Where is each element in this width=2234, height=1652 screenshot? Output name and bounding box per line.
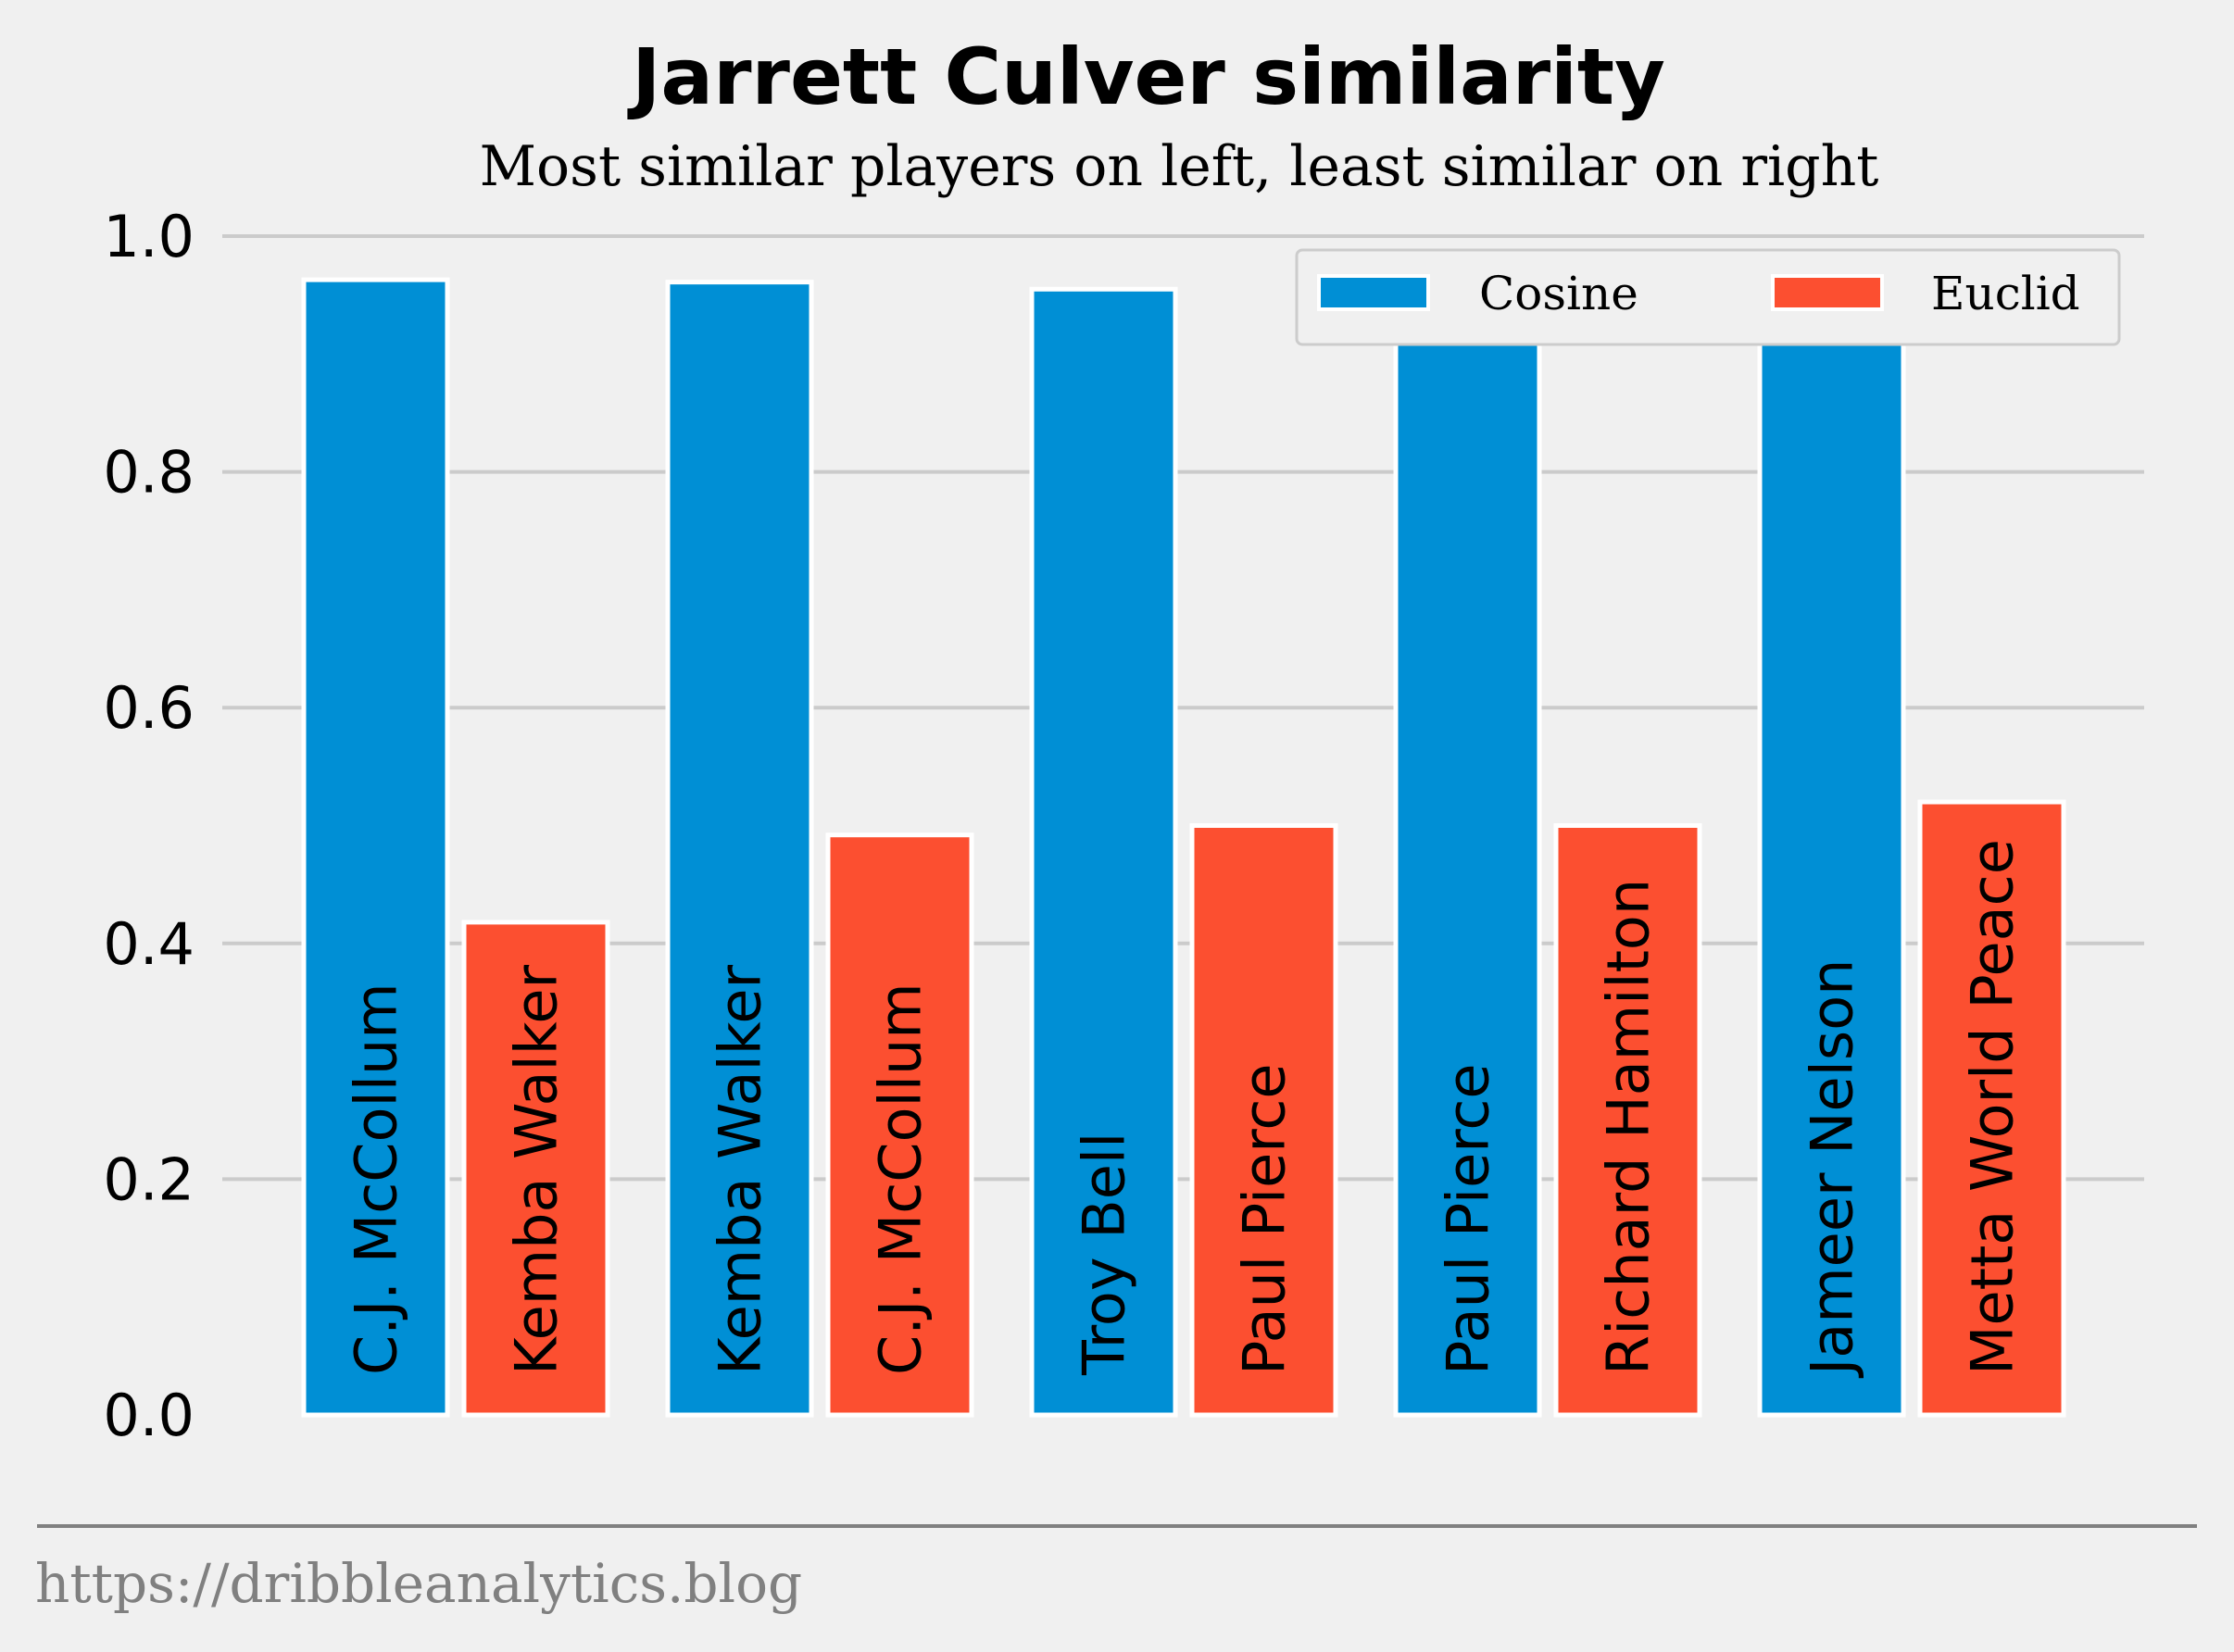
bar-label: C.J. McCollum <box>343 982 410 1375</box>
chart-title: Jarrett Culver similarity <box>627 31 1665 122</box>
bar-label: Richard Hamilton <box>1595 879 1663 1375</box>
bar-label: Paul Pierce <box>1435 1063 1502 1375</box>
bar-label: Paul Pierce <box>1231 1063 1299 1375</box>
y-tick-label: 1.0 <box>103 203 195 270</box>
legend-swatch-cosine <box>1317 274 1430 311</box>
bar-euclid-3 <box>1189 823 1338 1418</box>
bar-cosine-1 <box>301 277 450 1418</box>
bar-euclid-5 <box>1917 799 2066 1418</box>
bar-euclid-1 <box>461 920 610 1418</box>
bar-labels: C.J. McCollum Kemba Walker Troy Bell Paul P… <box>343 839 2027 1379</box>
bar-label: C.J. McCollum <box>867 982 935 1375</box>
legend-box <box>1295 248 2121 346</box>
legend-label-cosine: Cosine <box>1479 267 1638 320</box>
y-tick-label: 0.6 <box>103 674 195 742</box>
chart-subtitle: Most similar players on left, least simi… <box>480 134 1879 199</box>
bars <box>301 277 2066 1418</box>
legend-label-euclid: Euclid <box>1931 267 2080 320</box>
bar-label: Jameer Nelson <box>1799 959 1866 1379</box>
bar-label: Metta World Peace <box>1959 839 2027 1375</box>
bar-label: Kemba Walker <box>707 964 774 1375</box>
y-tick-label: 0.0 <box>103 1382 195 1449</box>
y-tick-label: 0.4 <box>103 910 195 978</box>
bar-label: Kemba Walker <box>503 964 571 1375</box>
bar-cosine-3 <box>1029 286 1178 1418</box>
bar-label: Troy Bell <box>1071 1133 1138 1376</box>
bar-euclid-2 <box>825 832 974 1418</box>
y-tick-label: 0.8 <box>103 439 195 507</box>
bar-cosine-2 <box>665 280 814 1418</box>
legend: Cosine Euclid <box>1295 248 2121 346</box>
y-axis-ticks: 0.0 0.2 0.4 0.6 0.8 1.0 <box>103 203 195 1449</box>
footer-url: https://dribbleanalytics.blog <box>35 1552 802 1615</box>
y-tick-label: 0.2 <box>103 1145 195 1213</box>
bar-euclid-4 <box>1553 823 1702 1418</box>
legend-swatch-euclid <box>1771 274 1884 311</box>
